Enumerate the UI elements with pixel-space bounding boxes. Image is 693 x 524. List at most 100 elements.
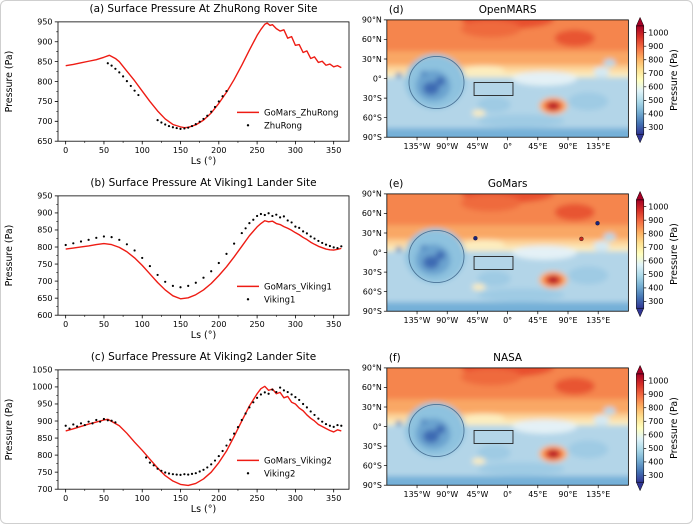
contour-region — [593, 240, 610, 252]
obs-point — [99, 420, 102, 423]
colorbar-arrow-bottom — [635, 307, 645, 318]
colorbar — [636, 25, 645, 135]
x-tick-label: 150 — [173, 146, 188, 155]
obs-points-ZhuRong — [106, 62, 228, 130]
contour-region — [567, 92, 609, 111]
obs-point — [118, 71, 121, 74]
panel-title: NASA — [493, 352, 523, 364]
obs-point — [263, 391, 266, 394]
x-axis-label: Ls (°) — [191, 330, 216, 341]
contour-region — [435, 250, 446, 260]
obs-point — [324, 422, 328, 426]
x-axis-label: Ls (°) — [191, 504, 216, 515]
obs-point — [328, 244, 331, 248]
obs-point — [72, 242, 75, 245]
obs-point — [64, 424, 67, 427]
legend-label-model: GoMars_Viking1 — [264, 281, 332, 291]
contour-region — [386, 239, 629, 248]
obs-point — [72, 423, 75, 426]
lat-tick-label: 30°S — [363, 94, 382, 103]
obs-point — [248, 406, 251, 409]
colorbar-tick-label: 400 — [648, 458, 663, 467]
lat-tick-label: 30°S — [363, 268, 382, 277]
study-region-ellipse — [408, 55, 465, 109]
lon-tick-label: 135°E — [586, 142, 610, 151]
contour-region — [386, 128, 629, 138]
y-tick-label: 750 — [37, 260, 52, 269]
colorbar-label: Pressure (Pa) — [669, 223, 680, 285]
obs-point — [210, 463, 213, 466]
obs-point — [240, 231, 243, 235]
y-tick-label: 700 — [37, 117, 52, 126]
obs-point — [194, 122, 197, 126]
colorbar-tick-label: 700 — [648, 69, 663, 78]
contour-region — [435, 424, 446, 434]
y-tick-label: 900 — [37, 209, 52, 218]
obs-point — [305, 406, 308, 409]
obs-points-Viking1 — [64, 212, 343, 289]
obs-point — [160, 469, 163, 472]
lat-tick-label: 0° — [373, 248, 382, 257]
y-tick-label: 650 — [37, 137, 52, 146]
colorbar-tick-label: 300 — [648, 123, 663, 132]
obs-point — [225, 252, 228, 255]
colorbar-tick-label: 600 — [648, 257, 663, 266]
lon-tick-label: 90°E — [558, 490, 577, 499]
obs-point — [336, 246, 339, 250]
lon-tick-label: 90°E — [558, 316, 577, 325]
panel-title: GoMars — [488, 178, 528, 190]
lon-tick-label: 0° — [503, 142, 512, 151]
site-marker-Viking2-site — [595, 221, 600, 226]
obs-point — [206, 114, 209, 117]
x-tick-label: 300 — [288, 494, 303, 503]
panel-letter: (f) — [389, 352, 401, 364]
obs-point — [133, 89, 136, 92]
lat-tick-label: 90°N — [362, 190, 382, 199]
obs-point — [217, 261, 220, 265]
contour-region — [395, 246, 403, 252]
obs-point — [233, 432, 236, 435]
site-marker-ZhuRong-site — [579, 236, 584, 242]
contour-region — [435, 76, 446, 86]
obs-point — [240, 418, 243, 422]
obs-point — [79, 422, 83, 425]
contour-region — [423, 81, 440, 95]
colorbar-tick-label: 700 — [648, 417, 663, 426]
obs-point — [114, 67, 117, 70]
obs-point — [198, 470, 201, 473]
x-tick-label: 350 — [326, 320, 341, 329]
contour-region — [567, 266, 609, 285]
obs-point — [164, 280, 167, 283]
contour-region — [395, 420, 403, 426]
map-overlays — [408, 229, 514, 283]
obs-point — [279, 386, 282, 389]
legend-label-obs: ZhuRong — [264, 120, 302, 130]
obs-point — [340, 245, 343, 248]
contour-region — [477, 462, 565, 476]
colorbar-tick-label: 1000 — [648, 28, 668, 37]
panel-title: OpenMARS — [479, 4, 537, 16]
obs-point — [217, 454, 220, 458]
map-contours-blur — [386, 193, 629, 312]
obs-point — [286, 390, 289, 394]
obs-point — [76, 425, 79, 428]
map-contours — [386, 193, 629, 312]
obs-point — [156, 273, 159, 277]
obs-point — [156, 119, 159, 122]
contour-region — [460, 368, 522, 386]
colorbar-tick-label: 800 — [648, 404, 663, 413]
lat-tick-label: 90°S — [363, 133, 382, 142]
y-tick-label: 800 — [37, 451, 52, 460]
colorbar-tick-label: 500 — [648, 270, 663, 279]
study-region-ellipse — [408, 403, 465, 457]
obs-point — [286, 219, 289, 222]
study-region-box — [473, 256, 514, 270]
lon-tick-label: 45°W — [466, 316, 488, 325]
contour-region — [386, 420, 629, 426]
colorbar-arrow-top — [635, 16, 645, 27]
colorbar-tick-label: 800 — [648, 56, 663, 65]
model-line-GoMars_Viking1 — [65, 220, 342, 300]
contour-region — [472, 457, 486, 465]
colorbar-tick-label: 1000 — [648, 376, 668, 385]
y-tick-label: 950 — [37, 18, 52, 27]
